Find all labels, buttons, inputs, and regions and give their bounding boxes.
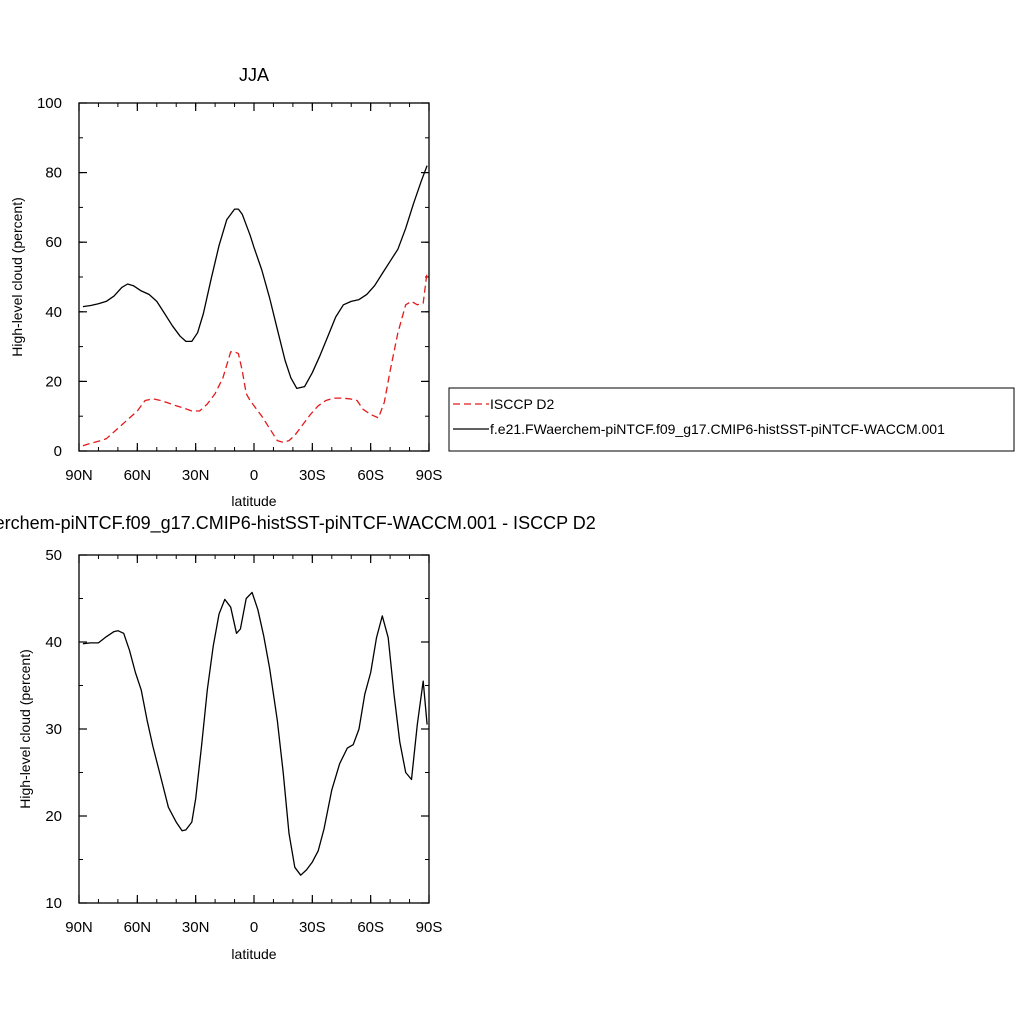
bottom-y-tick-label: 30 bbox=[45, 721, 62, 738]
bottom-y-tick-label: 50 bbox=[45, 547, 62, 564]
bottom-x-tick-label: 90S bbox=[416, 919, 443, 936]
top-chart-axes: 0 20 40 60 80 100 90N 60N 30N 0 30S 60S 90S bbox=[37, 95, 442, 484]
top-chart-ylabel: High-level cloud (percent) bbox=[9, 197, 25, 357]
bottom-y-tick-label: 40 bbox=[45, 634, 62, 651]
top-x-tick-label: 60S bbox=[357, 467, 384, 484]
top-x-tick-label: 60N bbox=[124, 467, 152, 484]
top-y-tick-label: 0 bbox=[54, 443, 62, 460]
legend-model-label: f.e21.FWaerchem-piNTCF.f09_g17.CMIP6-his… bbox=[490, 421, 945, 437]
top-chart-title: JJA bbox=[239, 65, 269, 85]
bottom-x-tick-label: 0 bbox=[250, 919, 258, 936]
top-chart-frame bbox=[78, 102, 430, 452]
legend: ISCCP D2 f.e21.FWaerchem-piNTCF.f09_g17.… bbox=[448, 387, 1015, 452]
bottom-x-tick-label: 60S bbox=[357, 919, 384, 936]
top-x-tick-label: 30N bbox=[182, 467, 210, 484]
top-x-tick-label: 90S bbox=[416, 467, 443, 484]
bottom-chart-axes: 10 20 30 40 50 90N 60N 30N 0 30S 60S 90S bbox=[45, 547, 442, 936]
top-x-tick-label: 0 bbox=[250, 467, 258, 484]
bottom-series-diff-line bbox=[82, 591, 428, 876]
bottom-x-tick-label: 90N bbox=[65, 919, 93, 936]
bottom-x-tick-label: 60N bbox=[124, 919, 152, 936]
top-chart-panel: JJA High-level cloud (percent) latitude … bbox=[9, 65, 442, 509]
bottom-chart-xlabel: latitude bbox=[231, 946, 276, 962]
top-chart-series bbox=[82, 165, 428, 447]
legend-box bbox=[448, 387, 1015, 452]
bottom-y-tick-label: 20 bbox=[45, 808, 62, 825]
top-y-tick-label: 60 bbox=[45, 234, 62, 251]
bottom-chart-panel: f.e21.FWaerchem-piNTCF.f09_g17.CMIP6-his… bbox=[0, 513, 596, 962]
bottom-y-tick-label: 10 bbox=[45, 895, 62, 912]
bottom-x-tick-label: 30N bbox=[182, 919, 210, 936]
legend-obs-label: ISCCP D2 bbox=[490, 396, 555, 412]
top-y-tick-label: 80 bbox=[45, 165, 62, 182]
bottom-chart-series bbox=[82, 591, 428, 876]
top-x-tick-label: 30S bbox=[299, 467, 326, 484]
top-y-tick-label: 40 bbox=[45, 304, 62, 321]
top-chart-xlabel: latitude bbox=[231, 493, 276, 509]
top-series-obs-line bbox=[82, 271, 428, 447]
bottom-chart-frame bbox=[78, 554, 430, 904]
bottom-chart-ylabel: High-level cloud (percent) bbox=[17, 649, 33, 809]
top-y-tick-label: 20 bbox=[45, 373, 62, 390]
bottom-chart-title: f.e21.FWaerchem-piNTCF.f09_g17.CMIP6-his… bbox=[0, 513, 596, 534]
top-y-tick-label: 100 bbox=[37, 95, 62, 112]
top-x-tick-label: 90N bbox=[65, 467, 93, 484]
bottom-x-tick-label: 30S bbox=[299, 919, 326, 936]
top-series-model-line bbox=[82, 165, 428, 390]
